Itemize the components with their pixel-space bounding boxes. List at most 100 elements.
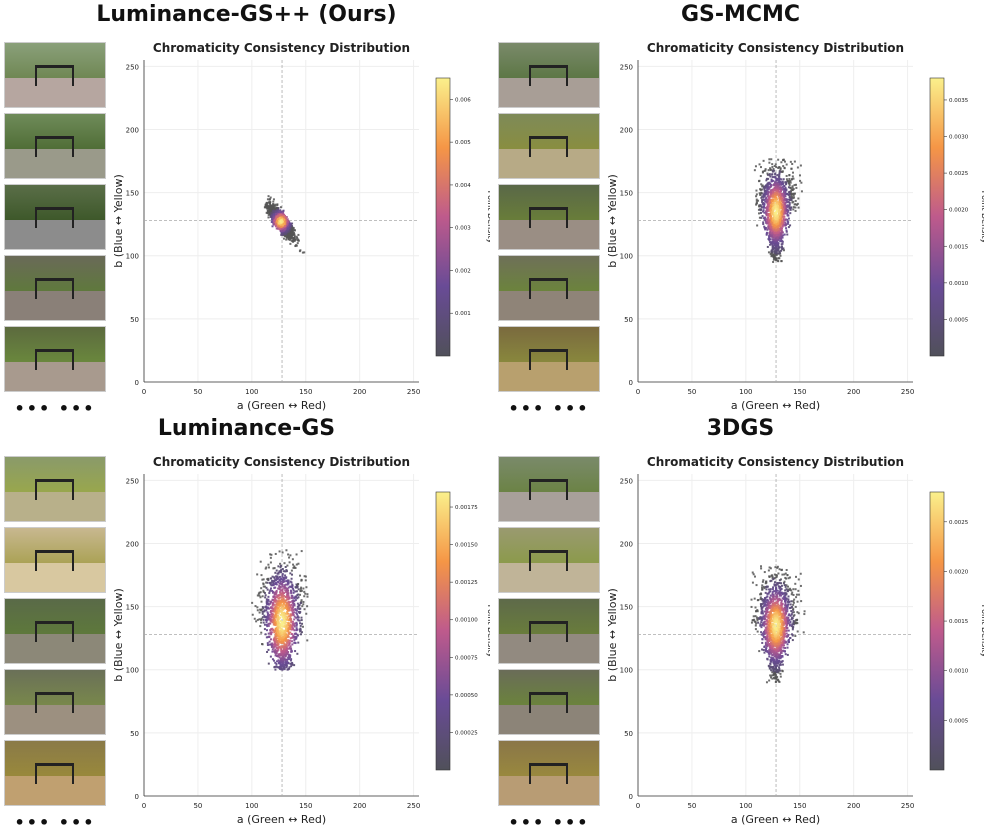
density-point bbox=[766, 229, 768, 231]
density-point bbox=[281, 219, 283, 221]
density-point bbox=[785, 602, 787, 604]
density-cloud bbox=[264, 195, 305, 253]
density-point bbox=[290, 651, 292, 653]
density-point bbox=[297, 603, 299, 605]
density-point bbox=[270, 628, 272, 630]
density-point bbox=[782, 647, 784, 649]
density-point bbox=[777, 244, 779, 246]
density-point bbox=[277, 603, 279, 605]
density-point bbox=[270, 216, 272, 218]
density-point bbox=[781, 220, 783, 222]
density-point bbox=[281, 661, 283, 663]
density-point bbox=[777, 572, 779, 574]
density-point bbox=[274, 613, 276, 615]
density-point bbox=[766, 206, 768, 208]
density-point bbox=[267, 578, 269, 580]
density-point bbox=[764, 217, 766, 219]
density-point bbox=[276, 655, 278, 657]
density-point bbox=[285, 566, 287, 568]
density-point bbox=[775, 230, 777, 232]
density-point bbox=[260, 632, 262, 634]
density-point bbox=[762, 171, 764, 173]
density-point bbox=[292, 636, 294, 638]
colorbar bbox=[930, 78, 944, 356]
density-point bbox=[755, 190, 757, 192]
density-point bbox=[768, 188, 770, 190]
density-point bbox=[271, 651, 273, 653]
scene-thumbnail bbox=[498, 42, 600, 108]
x-tick-label: 50 bbox=[687, 802, 696, 810]
density-point bbox=[295, 244, 297, 246]
density-point bbox=[792, 604, 794, 606]
colorbar-tick-label: 0.003 bbox=[455, 226, 471, 232]
density-point bbox=[274, 622, 276, 624]
density-point bbox=[276, 641, 278, 643]
density-point bbox=[277, 646, 279, 648]
density-point bbox=[283, 219, 285, 221]
density-point bbox=[773, 619, 775, 621]
density-point bbox=[779, 255, 781, 257]
density-point bbox=[254, 618, 256, 620]
density-point bbox=[777, 205, 779, 207]
density-point bbox=[256, 573, 258, 575]
x-tick-label: 100 bbox=[245, 388, 258, 396]
density-point bbox=[788, 186, 790, 188]
density-point bbox=[296, 625, 298, 627]
density-point bbox=[783, 595, 785, 597]
density-point bbox=[792, 639, 794, 641]
density-point bbox=[270, 587, 272, 589]
density-point bbox=[774, 232, 776, 234]
scene-thumbnail bbox=[4, 42, 106, 108]
density-point bbox=[286, 598, 288, 600]
density-point bbox=[781, 236, 783, 238]
density-point bbox=[771, 189, 773, 191]
density-point bbox=[777, 208, 779, 210]
thumbnail-strip bbox=[4, 456, 106, 811]
density-point bbox=[273, 205, 275, 207]
density-point bbox=[779, 206, 781, 208]
scene-thumbnail bbox=[4, 456, 106, 522]
density-point bbox=[267, 599, 269, 601]
x-tick-label: 100 bbox=[739, 802, 752, 810]
density-point bbox=[798, 578, 800, 580]
density-point bbox=[766, 210, 768, 212]
density-point bbox=[264, 596, 266, 598]
density-point bbox=[256, 606, 258, 608]
density-point bbox=[760, 567, 762, 569]
y-tick-label: 100 bbox=[620, 253, 633, 261]
density-point bbox=[756, 584, 758, 586]
y-tick-label: 50 bbox=[624, 730, 633, 738]
density-point bbox=[775, 178, 777, 180]
density-point bbox=[292, 564, 294, 566]
density-point bbox=[290, 614, 292, 616]
density-point bbox=[770, 221, 772, 223]
density-point bbox=[782, 664, 784, 666]
density-point bbox=[281, 594, 283, 596]
colorbar-label: Point Density bbox=[486, 191, 490, 244]
density-point bbox=[272, 648, 274, 650]
density-point bbox=[274, 208, 276, 210]
density-point bbox=[785, 218, 787, 220]
density-point bbox=[783, 219, 785, 221]
density-cloud bbox=[754, 158, 803, 263]
density-point bbox=[779, 579, 781, 581]
density-point bbox=[302, 626, 304, 628]
density-point bbox=[299, 604, 301, 606]
density-point bbox=[768, 653, 770, 655]
density-point bbox=[267, 603, 269, 605]
density-point bbox=[786, 230, 788, 232]
density-point bbox=[758, 212, 760, 214]
density-point bbox=[285, 638, 287, 640]
density-point bbox=[768, 162, 770, 164]
colorbar-label: Point Density bbox=[486, 605, 490, 658]
x-axis-label: a (Green ↔ Red) bbox=[237, 813, 326, 825]
density-point bbox=[771, 163, 773, 165]
density-point bbox=[297, 563, 299, 565]
density-point bbox=[281, 574, 283, 576]
density-point bbox=[782, 243, 784, 245]
density-point bbox=[780, 233, 782, 235]
density-point bbox=[779, 216, 781, 218]
density-point bbox=[768, 251, 770, 253]
density-point bbox=[281, 639, 283, 641]
density-point bbox=[766, 681, 768, 683]
